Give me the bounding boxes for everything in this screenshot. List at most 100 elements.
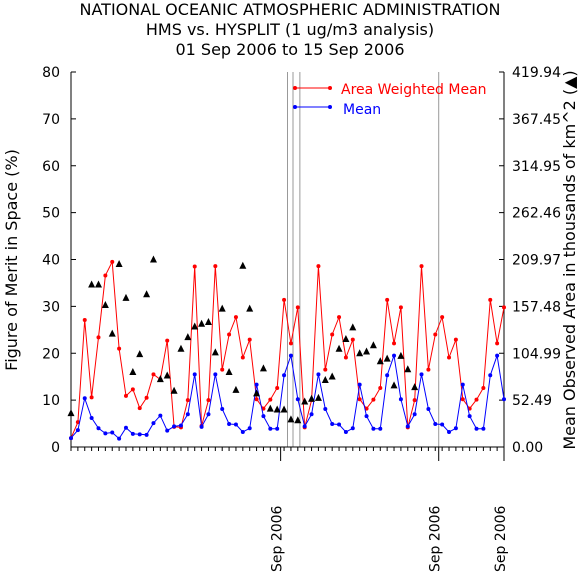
area-weighted-mean-point <box>96 335 101 340</box>
mean-point <box>453 426 458 431</box>
mean-point <box>502 397 506 402</box>
area-weighted-mean-point <box>137 406 142 411</box>
chart-title: NATIONAL OCEANIC ATMOSPHERIC ADMINISTRAT… <box>79 0 501 19</box>
x-tick-label: Sep 2006 <box>428 505 444 572</box>
area-weighted-mean-point <box>213 264 218 269</box>
observed-area-point <box>191 322 199 330</box>
mean-point <box>137 432 142 437</box>
mean-point <box>412 412 417 417</box>
mean-point <box>350 426 355 431</box>
observed-area-point <box>225 367 233 375</box>
x-tick-label: Sep 2006 <box>493 505 509 572</box>
area-weighted-mean-point <box>378 385 383 390</box>
legend-area-weighted-label: Area Weighted Mean <box>341 82 487 98</box>
area-weighted-mean-point <box>151 372 156 377</box>
observed-area-point <box>129 367 137 375</box>
observed-area-point <box>335 344 343 352</box>
y2-tick-label: 314.95 <box>512 159 561 175</box>
mean-point <box>323 407 328 412</box>
mean-point <box>192 372 197 377</box>
y2-tick-label: 419.94 <box>512 65 561 81</box>
observed-area-point <box>314 393 322 401</box>
area-weighted-mean-point <box>233 315 238 320</box>
observed-area-point <box>149 255 157 263</box>
y-tick-label: 80 <box>42 65 60 81</box>
x-tick-label: Sep 2006 <box>270 505 286 572</box>
area-weighted-mean-point <box>130 387 135 392</box>
observed-area-point <box>301 397 309 405</box>
observed-area-point <box>143 290 151 298</box>
y-tick-label: 60 <box>42 159 60 175</box>
mean-point <box>110 430 115 435</box>
area-weighted-mean-point <box>82 317 87 322</box>
y-axis-label: Figure of Merit in Space (%) <box>2 149 21 371</box>
y2-tick-label: 262.46 <box>512 206 561 222</box>
mean-point <box>268 426 273 431</box>
area-weighted-mean-point <box>192 264 197 269</box>
mean-point <box>343 430 348 434</box>
mean-point <box>495 353 500 358</box>
legend-mean-marker <box>293 105 297 109</box>
mean-point <box>213 372 218 377</box>
area-weighted-mean-point <box>117 346 122 351</box>
mean-point <box>419 372 424 377</box>
mean-point <box>405 424 410 429</box>
area-weighted-mean-point <box>385 297 390 302</box>
area-weighted-mean-point <box>295 305 300 310</box>
area-weighted-mean-point <box>185 398 190 403</box>
bottom-axis-ticks: Sep 2006 Sep 2006 Sep 2006 <box>70 447 509 572</box>
area-weighted-mean-point <box>398 305 403 310</box>
area-weighted-mean-point <box>206 398 211 403</box>
left-axis-ticks: 0 10 20 30 40 50 60 70 80 <box>42 65 76 456</box>
area-weighted-mean-point <box>254 397 259 402</box>
y2-tick-label: 0.00 <box>512 440 543 456</box>
mean-point <box>392 353 397 358</box>
area-weighted-mean-point <box>227 332 232 337</box>
observed-area-point <box>280 405 288 413</box>
area-weighted-mean-point <box>371 397 376 402</box>
y2-tick-label: 367.45 <box>512 112 561 128</box>
observed-area-point <box>177 344 185 352</box>
mean-point <box>103 431 108 436</box>
mean-point <box>426 407 431 412</box>
observed-area-point <box>122 293 130 301</box>
area-weighted-mean-point <box>350 337 355 342</box>
mean-point <box>295 397 300 402</box>
mean-point <box>89 415 94 420</box>
mean-point <box>302 424 307 429</box>
area-weighted-mean-point <box>123 393 128 398</box>
observed-area-point <box>369 341 377 349</box>
observed-area-point <box>294 416 302 424</box>
y-tick-label: 10 <box>42 393 60 409</box>
area-weighted-mean-point <box>282 297 287 302</box>
observed-area-point <box>101 301 109 309</box>
mean-point <box>275 426 280 431</box>
observed-area-point <box>198 319 206 327</box>
mean-point <box>130 431 135 436</box>
observed-area-point <box>321 376 329 384</box>
area-weighted-mean-point <box>240 355 245 360</box>
mean-point <box>233 422 238 427</box>
observed-area-point <box>287 415 295 423</box>
observed-area-point <box>218 304 226 312</box>
area-weighted-mean-point <box>419 264 424 269</box>
observed-area-point <box>273 405 281 413</box>
observed-area-point <box>266 404 274 412</box>
mean-point <box>282 373 287 378</box>
mean-point <box>178 423 183 428</box>
area-weighted-mean-point <box>426 367 431 372</box>
y-tick-label: 40 <box>42 253 60 269</box>
area-weighted-mean-point <box>412 398 417 403</box>
observed-area-point <box>232 385 240 393</box>
y2-tick-label: 209.97 <box>512 253 561 269</box>
area-weighted-mean-point <box>495 341 500 346</box>
observed-area-point <box>156 375 164 383</box>
area-weighted-mean-point <box>144 395 149 400</box>
mean-point <box>199 424 204 429</box>
area-weighted-mean-point <box>343 355 348 360</box>
area-weighted-mean-point <box>220 367 225 372</box>
mean-point <box>158 413 163 418</box>
observed-area-point <box>328 372 336 380</box>
mean-point <box>240 430 245 434</box>
mean-point <box>364 414 369 419</box>
